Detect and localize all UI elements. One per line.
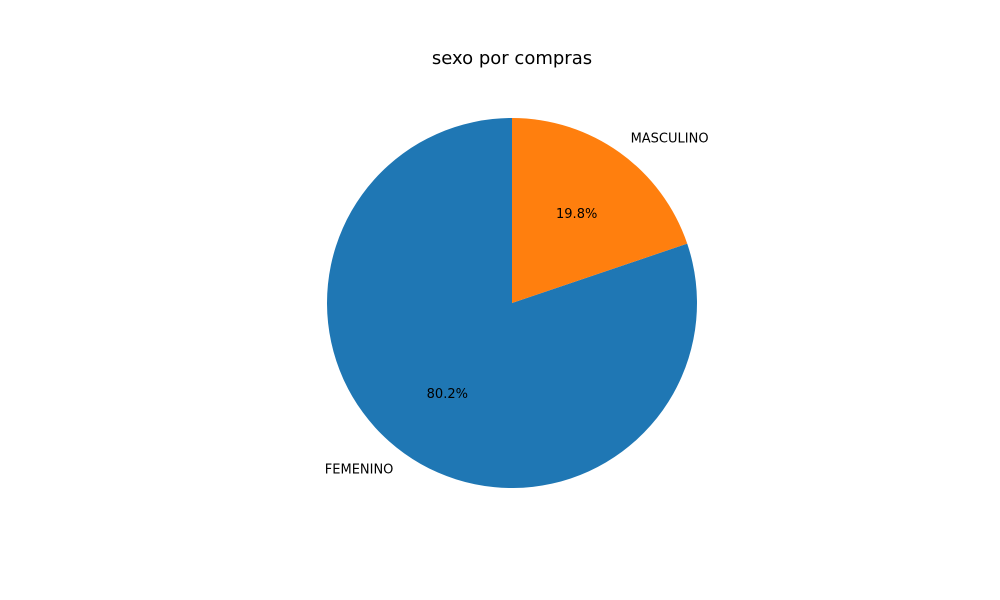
percent-label-masculino: 19.8% (556, 207, 597, 222)
chart-title: sexo por compras (432, 48, 592, 69)
percent-label-femenino: 80.2% (427, 387, 468, 402)
slice-label-femenino: FEMENINO (325, 462, 394, 477)
slice-label-masculino: MASCULINO (631, 132, 709, 147)
pie-slices (327, 118, 697, 488)
